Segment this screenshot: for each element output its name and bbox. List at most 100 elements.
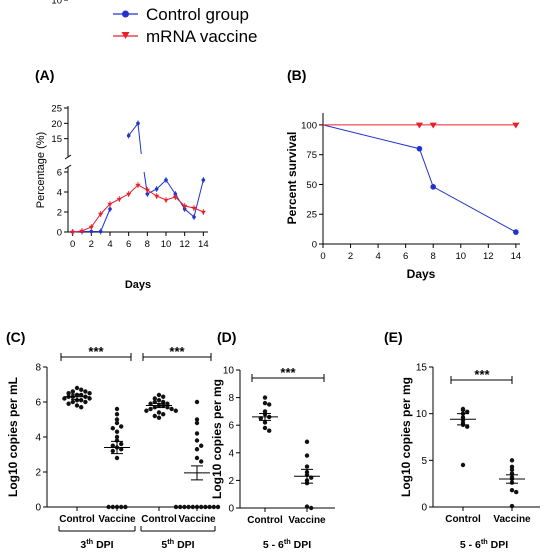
y-tick-label: 0 [421,503,427,514]
data-point [156,410,162,415]
data-point [304,453,310,458]
data-point [165,401,170,406]
y-tick-label: 0 [57,228,62,239]
data-point [173,408,178,413]
legend-vaccine-marker [121,32,130,39]
group-caption: 5 - 6th DPI [460,537,508,552]
y-tick-label: 10 [51,0,62,7]
data-point [304,504,310,509]
data-point [262,395,268,400]
legend-control-marker [122,10,129,18]
data-point [119,424,124,429]
data-point [513,229,519,235]
chart-panel-d: 0 2 4 6 8 10 Log10 copies per mg Control Vaccine… [210,365,335,551]
data-point [110,443,116,448]
y-tick-label: 2 [228,476,234,487]
x-tick-label: 4 [375,251,380,262]
data-point [79,387,84,392]
axis-break-mark [64,154,72,160]
data-point [114,429,120,434]
legend-vaccine-label: mRNA vaccine [146,27,257,46]
data-point [199,504,204,510]
data-point [79,405,84,410]
y-tick-label: 15 [51,134,62,145]
x-tick-label: 6 [403,251,408,262]
data-point [164,178,168,182]
data-point [116,197,122,202]
x-tick-label: Vaccine [493,514,531,525]
data-point [98,212,104,217]
data-point [165,405,170,410]
data-point [126,133,131,138]
x-tick-label: Vaccine [178,514,216,525]
data-point [192,215,196,219]
x-tick-label: 2 [89,239,94,250]
x-tick-label: Vaccine [288,515,326,526]
data-point [62,396,67,401]
data-point [114,434,120,440]
series-line [72,122,204,233]
data-point [119,441,124,447]
data-point [110,504,116,510]
data-point [190,504,195,510]
data-point [512,122,520,129]
data-point [262,400,268,406]
data-point [172,195,178,200]
data-point [429,122,437,129]
data-point [161,412,166,417]
data-point [110,448,116,454]
panel-d-title: (D) [217,329,236,345]
y-tick-label: 2 [57,208,62,219]
data-point [110,426,116,431]
data-point [201,178,206,182]
y-axis-label: Log10 copies per mL [6,377,20,497]
x-tick-label: 14 [511,251,522,262]
chart-panel-a: 0 2 4 6 10 15 20 25 0 2 4 6 8 10 12 14 Days Percentage (%… [35,0,209,291]
data-point [114,420,120,426]
data-point [114,417,120,422]
data-point [79,229,85,234]
data-point [178,504,183,510]
data-point [194,504,200,510]
data-point [88,225,94,230]
data-point [509,488,515,493]
chart-panel-b: 0 25 50 75 100 0 2 4 6 8 10 12 14 Days Percent surviva… [285,113,521,281]
data-point [194,417,200,422]
y-tick-label: 4 [228,448,234,459]
x-tick-label: Vaccine [98,514,136,525]
data-point [186,504,191,510]
x-tick-label: 12 [483,251,494,262]
data-point [148,401,153,406]
data-point [207,504,212,510]
data-point [114,406,120,412]
y-tick-label: 25 [306,210,317,221]
data-point [98,229,103,234]
data-point [267,402,272,407]
y-tick-label: 6 [35,398,41,409]
y-tick-label: 0 [312,240,317,251]
y-tick-label: 100 [301,120,317,131]
data-point [156,392,162,398]
data-point [145,192,150,196]
data-point [74,403,80,408]
data-point [123,504,128,510]
data-point [203,504,208,510]
data-point [465,424,470,429]
data-point [509,467,515,472]
data-point [267,428,272,433]
data-point [70,389,76,394]
data-point [194,420,200,426]
data-point [83,389,88,394]
x-tick-label: 10 [161,239,172,250]
data-point [70,399,76,405]
y-axis-label: Percentage (%) [35,132,47,208]
data-point [114,412,120,417]
data-point [460,462,466,468]
data-point [460,407,466,413]
data-point [173,504,179,510]
data-point [148,406,153,412]
data-point [152,396,157,401]
group-caption: 5 - 6th DPI [263,537,311,552]
data-point [163,198,169,203]
